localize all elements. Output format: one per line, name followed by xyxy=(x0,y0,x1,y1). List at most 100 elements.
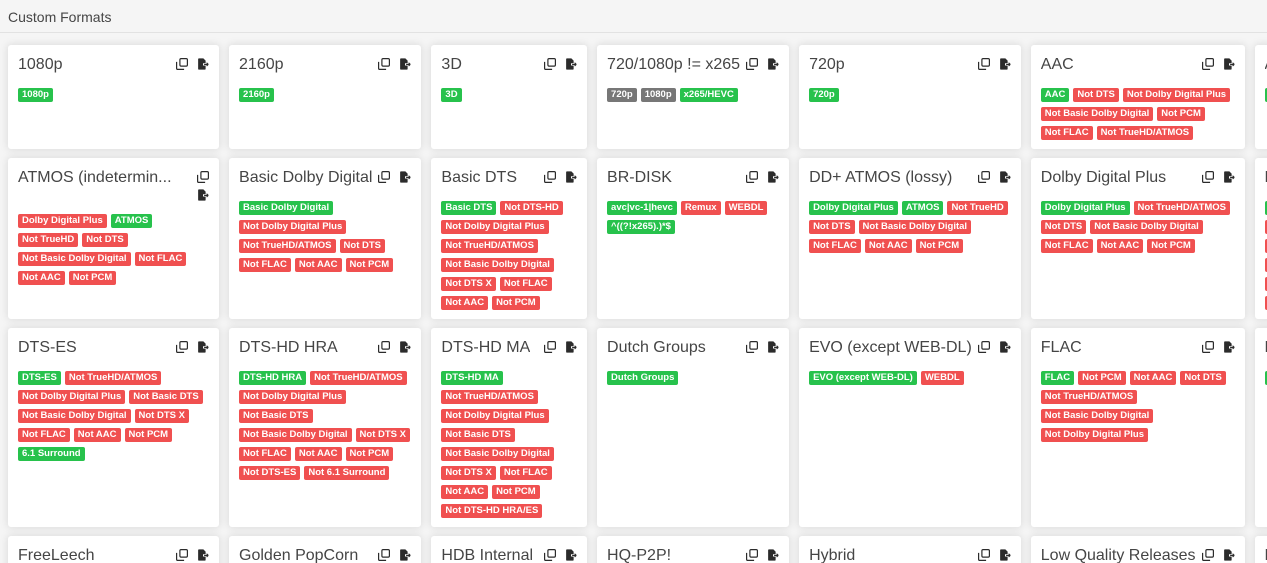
export-icon[interactable] xyxy=(399,58,412,70)
custom-format-card[interactable]: DD+ ATMOS (lossy) Dolby Digital Plus ATMO… xyxy=(799,158,1021,319)
clone-icon[interactable] xyxy=(1201,171,1214,183)
clone-icon[interactable] xyxy=(544,549,557,561)
custom-formats-grid: 1080p 1080p 2160p 21 xyxy=(0,45,1267,563)
format-tag: Not FLAC xyxy=(1040,239,1093,253)
clone-icon[interactable] xyxy=(746,549,759,561)
export-icon[interactable] xyxy=(1223,549,1235,561)
custom-format-card[interactable]: Basic DTS Basic DTS Not DTS-HD Not Dolby D… xyxy=(431,158,588,319)
custom-format-card[interactable]: FLAC FLAC Not PCM Not AAC Not DTS Not TrueHD… xyxy=(1030,328,1245,527)
format-tag: Not Dolby Digital Plus xyxy=(239,220,347,234)
clone-icon[interactable] xyxy=(176,58,189,70)
clone-icon[interactable] xyxy=(176,341,189,353)
custom-format-card[interactable]: Dolby Digital Plus Dolby Digital Plus Not… xyxy=(1030,158,1245,319)
format-tag: Not TrueHD/ATMOS xyxy=(1040,390,1138,404)
custom-format-card[interactable]: HQ-P2P! BHDStudio xyxy=(597,536,790,563)
export-icon[interactable] xyxy=(1223,58,1235,70)
format-tag: Dolby Digital Plus xyxy=(1040,201,1130,215)
card-actions xyxy=(378,167,412,183)
clone-icon[interactable] xyxy=(977,341,990,353)
clone-icon[interactable] xyxy=(746,58,759,70)
format-tag: Not PCM xyxy=(68,271,117,285)
custom-format-card[interactable]: Golden PopCorn Golden PopCorn xyxy=(229,536,422,563)
clone-icon[interactable] xyxy=(378,549,391,561)
clone-icon[interactable] xyxy=(1201,549,1214,561)
clone-icon[interactable] xyxy=(544,341,557,353)
custom-format-card[interactable]: FreeLeech FreeLeech xyxy=(8,536,220,563)
export-icon[interactable] xyxy=(999,171,1011,183)
card-actions xyxy=(176,337,209,353)
export-icon[interactable] xyxy=(767,549,779,561)
card-title: 720/1080p != x265 xyxy=(607,56,741,73)
clone-icon[interactable] xyxy=(176,549,189,561)
export-icon[interactable] xyxy=(565,58,577,70)
format-tag: Not Basic DTS xyxy=(441,428,515,442)
custom-format-card[interactable]: MP3 MP3 xyxy=(1254,536,1267,563)
format-tag: Not PCM xyxy=(1078,371,1126,385)
card-header: ATMOS (indetermin... xyxy=(18,167,210,201)
custom-format-card[interactable]: Dutch Groups Dutch Groups xyxy=(597,328,790,527)
export-icon[interactable] xyxy=(197,341,209,353)
clone-icon[interactable] xyxy=(1201,341,1214,353)
custom-format-card[interactable]: 720/1080p != x265 720p 1080p x265/HEVC xyxy=(597,45,790,149)
export-icon[interactable] xyxy=(767,58,779,70)
export-icon[interactable] xyxy=(999,341,1011,353)
custom-format-card[interactable]: AHD Internal AHD Internal xyxy=(1254,45,1267,149)
custom-format-card[interactable]: BR-DISK avc|vc-1|hevc Remux WEBDL ^((?!x265… xyxy=(597,158,790,319)
clone-icon[interactable] xyxy=(544,58,557,70)
format-tag: Not FLAC xyxy=(809,239,861,253)
clone-icon[interactable] xyxy=(378,341,391,353)
export-icon[interactable] xyxy=(565,549,577,561)
card-title: Golden PopCorn xyxy=(239,547,359,563)
card-header: FreeLeech xyxy=(18,545,209,563)
custom-format-card[interactable]: 1080p 1080p xyxy=(8,45,220,149)
custom-format-card[interactable]: Hybrid HybridNot Hybrid Release Group xyxy=(799,536,1021,563)
clone-icon[interactable] xyxy=(977,549,990,561)
format-tag: Not Basic DTS xyxy=(239,409,313,423)
custom-format-card[interactable]: ATMOS (indetermin... Dolby Digital Plus A… xyxy=(8,158,220,319)
format-tag: Not DTS xyxy=(1180,371,1226,385)
export-icon[interactable] xyxy=(767,341,779,353)
clone-icon[interactable] xyxy=(378,171,391,183)
custom-format-card[interactable]: AAC AAC Not DTS Not Dolby Digital Plus Not … xyxy=(1030,45,1245,149)
clone-icon[interactable] xyxy=(544,171,557,183)
export-icon[interactable] xyxy=(565,341,577,353)
format-tag: AAC xyxy=(1040,88,1070,102)
format-tag: DTS X xyxy=(1264,201,1267,215)
custom-format-card[interactable]: EVO (except WEB-DL) EVO (except WEB-DL) W… xyxy=(799,328,1021,527)
export-icon[interactable] xyxy=(399,171,412,183)
card-header: FraMeSToR xyxy=(1265,337,1267,358)
clone-icon[interactable] xyxy=(378,58,391,70)
export-icon[interactable] xyxy=(999,58,1011,70)
clone-icon[interactable] xyxy=(197,171,210,183)
export-icon[interactable] xyxy=(399,549,412,561)
custom-format-card[interactable]: DTS-HD MA DTS-HD MA Not TrueHD/ATMOS Not D… xyxy=(431,328,588,527)
custom-format-card[interactable]: DTS-ES DTS-ES Not TrueHD/ATMOS Not Dolby D… xyxy=(8,328,220,527)
clone-icon[interactable] xyxy=(1201,58,1214,70)
export-icon[interactable] xyxy=(1223,171,1235,183)
card-header: HDB Internal xyxy=(441,545,577,563)
export-icon[interactable] xyxy=(565,171,577,183)
clone-icon[interactable] xyxy=(977,58,990,70)
export-icon[interactable] xyxy=(767,171,779,183)
clone-icon[interactable] xyxy=(746,171,759,183)
export-icon[interactable] xyxy=(197,549,209,561)
tag-list: AAC Not DTS Not Dolby Digital Plus Not Basi… xyxy=(1040,88,1235,140)
custom-format-card[interactable]: Basic Dolby Digital Basic Dolby Digital N… xyxy=(229,158,422,319)
export-icon[interactable] xyxy=(399,341,412,353)
export-icon[interactable] xyxy=(197,189,209,201)
clone-icon[interactable] xyxy=(746,341,759,353)
card-title: ATMOS (indetermin... xyxy=(18,169,172,186)
custom-format-card[interactable]: 2160p 2160p xyxy=(229,45,422,149)
custom-format-card[interactable]: FraMeSToR FraMeSToR xyxy=(1254,328,1267,527)
export-icon[interactable] xyxy=(999,549,1011,561)
custom-format-card[interactable]: 3D 3D xyxy=(431,45,588,149)
custom-format-card[interactable]: HDB Internal HDB Internal xyxy=(431,536,588,563)
clone-icon[interactable] xyxy=(977,171,990,183)
custom-format-card[interactable]: DTS-HD HRA DTS-HD HRA Not TrueHD/ATMOS Not… xyxy=(229,328,422,527)
custom-format-card[interactable]: 720p 720p xyxy=(799,45,1021,149)
export-icon[interactable] xyxy=(197,58,209,70)
tag-list: 3D xyxy=(441,88,577,102)
export-icon[interactable] xyxy=(1223,341,1235,353)
custom-format-card[interactable]: Low Quality Releases [BLOCK1][BLOCK2][BL… xyxy=(1030,536,1245,563)
